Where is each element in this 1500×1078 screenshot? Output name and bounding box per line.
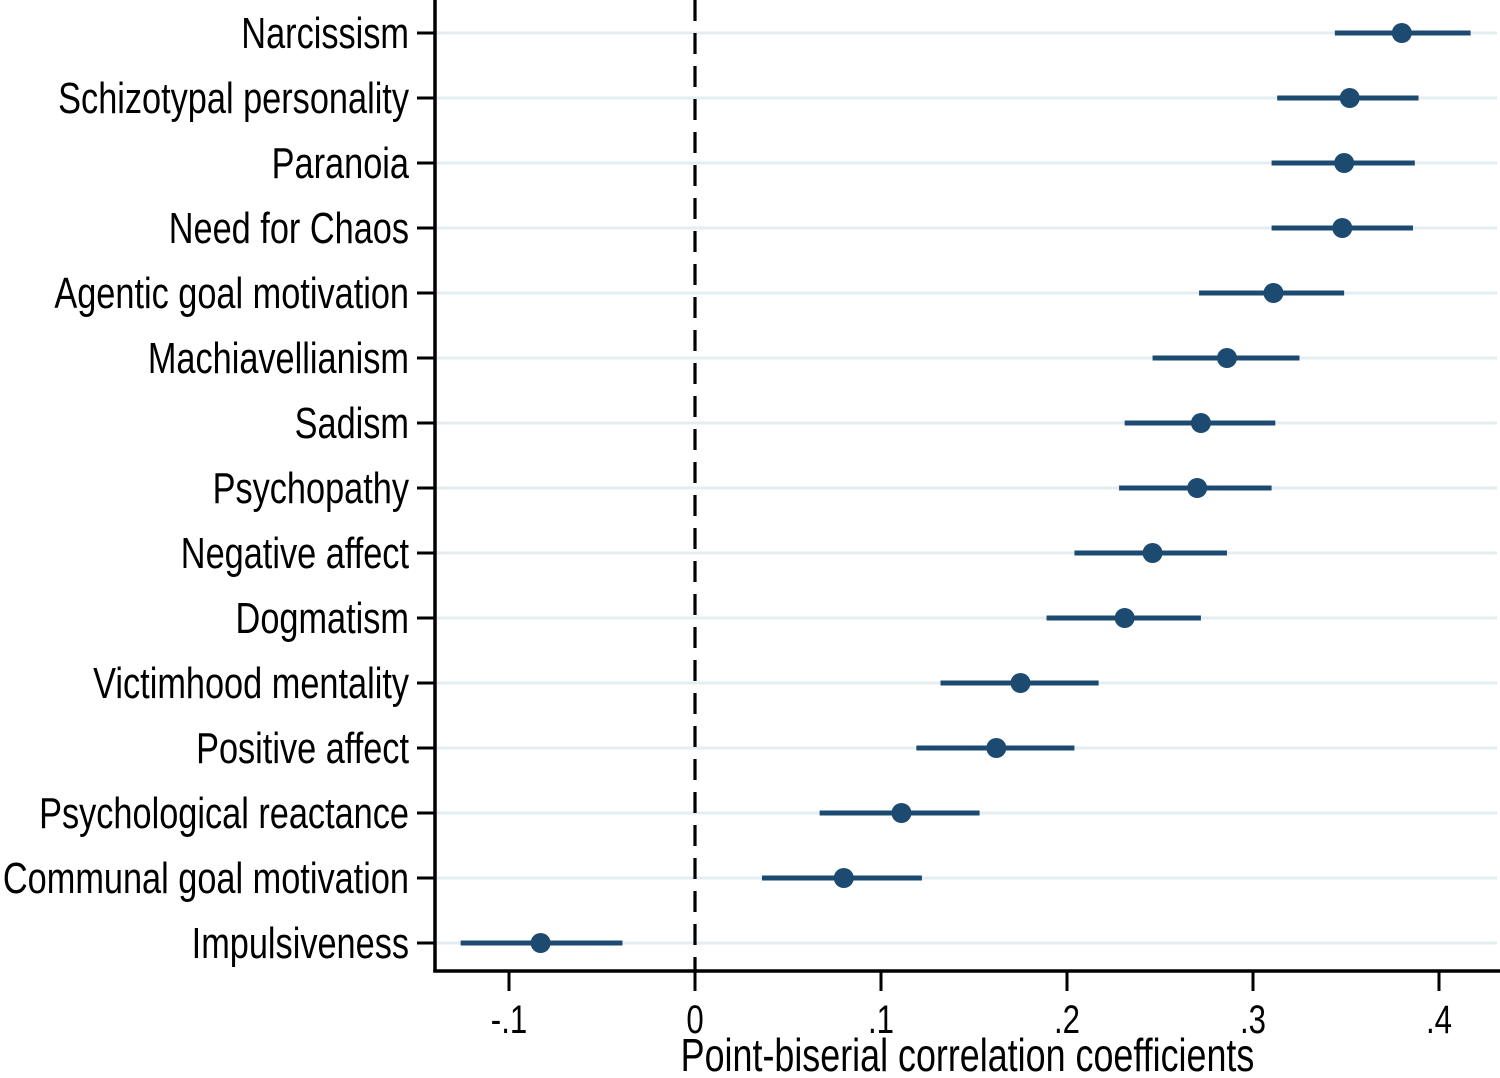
estimate-dot: [530, 933, 551, 953]
estimate-dot: [1187, 478, 1208, 498]
y-axis-label: Agentic goal motivation: [54, 269, 409, 318]
y-axis-label: Machiavellianism: [148, 334, 409, 383]
estimate-dot: [1263, 283, 1284, 303]
y-axis-label: Positive affect: [196, 724, 409, 773]
estimate-dot: [1339, 88, 1360, 108]
y-axis-label: Schizotypal personality: [58, 74, 409, 123]
y-axis-label: Communal goal motivation: [3, 854, 409, 903]
tick-layer: [417, 31, 1441, 991]
y-axis-label: Victimhood mentality: [93, 659, 409, 708]
estimate-dot: [1391, 23, 1412, 43]
x-tick-label: .1: [868, 997, 894, 1042]
axes-layer: [433, 0, 1500, 973]
y-axis-label: Paranoia: [272, 139, 409, 188]
y-axis-label: Sadism: [295, 399, 409, 448]
estimate-dot: [1332, 218, 1353, 238]
x-tick-label: .2: [1054, 997, 1080, 1042]
estimate-dot: [1114, 608, 1135, 628]
estimate-dot: [833, 868, 854, 888]
y-axis-label: Narcissism: [241, 9, 409, 58]
x-tick-label: 0: [686, 997, 703, 1042]
y-axis-label: Impulsiveness: [192, 919, 409, 968]
estimate-dot: [1334, 153, 1355, 173]
estimate-dot: [1142, 543, 1163, 563]
data-layer: [460, 23, 1471, 953]
label-layer: Narcissism Schizotypal personality Paranoi…: [3, 9, 1452, 1042]
estimate-dot: [891, 803, 912, 823]
y-axis-label: Dogmatism: [236, 594, 409, 643]
estimate-dot: [986, 738, 1007, 758]
x-tick-label: .3: [1240, 997, 1266, 1042]
estimate-dot: [1190, 413, 1211, 433]
y-axis-label: Psychopathy: [213, 464, 410, 513]
x-tick-label: -.1: [491, 997, 527, 1042]
estimate-dot: [1216, 348, 1237, 368]
y-axis-label: Negative affect: [181, 529, 409, 578]
estimate-dot: [1010, 673, 1031, 693]
y-axis-label: Psychological reactance: [39, 789, 409, 838]
x-axis-title: Point-biserial correlation coefficients: [681, 1030, 1255, 1078]
x-tick-label: .4: [1426, 997, 1452, 1042]
y-axis-label: Need for Chaos: [169, 204, 409, 253]
